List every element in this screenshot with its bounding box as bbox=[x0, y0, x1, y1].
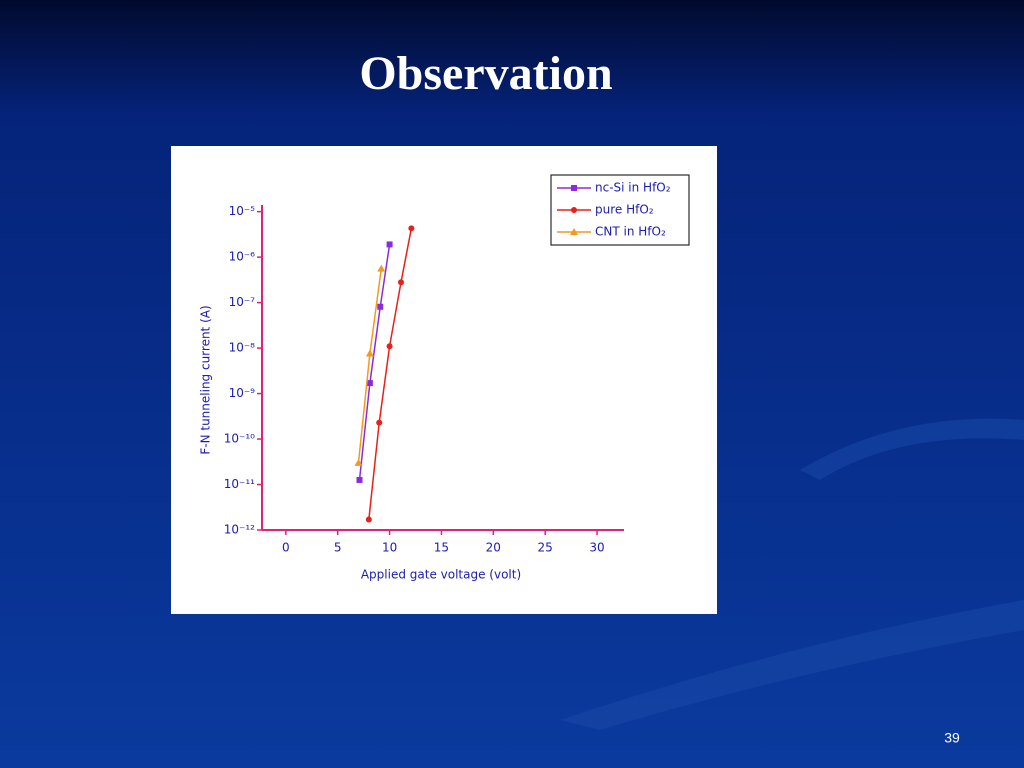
marker bbox=[366, 380, 373, 387]
page-number: 39 bbox=[944, 730, 960, 746]
y-tick-label: 10⁻⁷ bbox=[229, 295, 256, 309]
marker bbox=[365, 516, 372, 523]
legend-label: nc-Si in HfO₂ bbox=[595, 181, 671, 195]
marker bbox=[377, 264, 386, 272]
marker bbox=[365, 349, 374, 357]
marker bbox=[397, 279, 404, 286]
y-axis-label: F-N tunneling current (A) bbox=[199, 305, 213, 454]
x-axis-label: Applied gate voltage (volt) bbox=[361, 568, 521, 582]
decoration bbox=[800, 418, 1024, 480]
marker bbox=[571, 185, 577, 191]
y-tick-label: 10⁻⁸ bbox=[229, 341, 256, 355]
marker bbox=[376, 419, 383, 426]
y-tick-label: 10⁻⁹ bbox=[229, 386, 256, 400]
y-tick-label: 10⁻¹¹ bbox=[224, 477, 255, 491]
legend-label: CNT in HfO₂ bbox=[595, 225, 666, 239]
x-tick-label: 0 bbox=[282, 541, 290, 555]
marker bbox=[386, 343, 393, 350]
y-tick-label: 10⁻⁶ bbox=[229, 250, 256, 264]
marker bbox=[356, 476, 363, 483]
x-tick-label: 10 bbox=[382, 541, 397, 555]
marker bbox=[377, 303, 384, 310]
y-tick-label: 10⁻¹² bbox=[224, 523, 255, 537]
x-tick-label: 20 bbox=[486, 541, 501, 555]
decoration bbox=[560, 600, 1024, 730]
slide-title: Observation bbox=[359, 47, 612, 100]
legend-label: pure HfO₂ bbox=[595, 203, 654, 217]
x-tick-label: 25 bbox=[538, 541, 553, 555]
chart: 0 5 10 15 20 25 30 10⁻¹² 10⁻¹¹ 10⁻¹⁰ 10⁻⁹ 10⁻⁸ 10⁻⁷ 1… bbox=[199, 174, 690, 582]
marker bbox=[408, 225, 415, 232]
marker bbox=[571, 207, 577, 213]
x-tick-label: 30 bbox=[589, 541, 604, 555]
x-tick-label: 15 bbox=[434, 541, 449, 555]
y-tick-label: 10⁻¹⁰ bbox=[224, 432, 255, 446]
series-line bbox=[358, 244, 391, 481]
marker bbox=[570, 228, 578, 235]
marker bbox=[386, 241, 393, 248]
y-tick-label: 10⁻⁵ bbox=[229, 204, 256, 218]
x-tick-label: 5 bbox=[334, 541, 342, 555]
marker bbox=[354, 458, 363, 466]
